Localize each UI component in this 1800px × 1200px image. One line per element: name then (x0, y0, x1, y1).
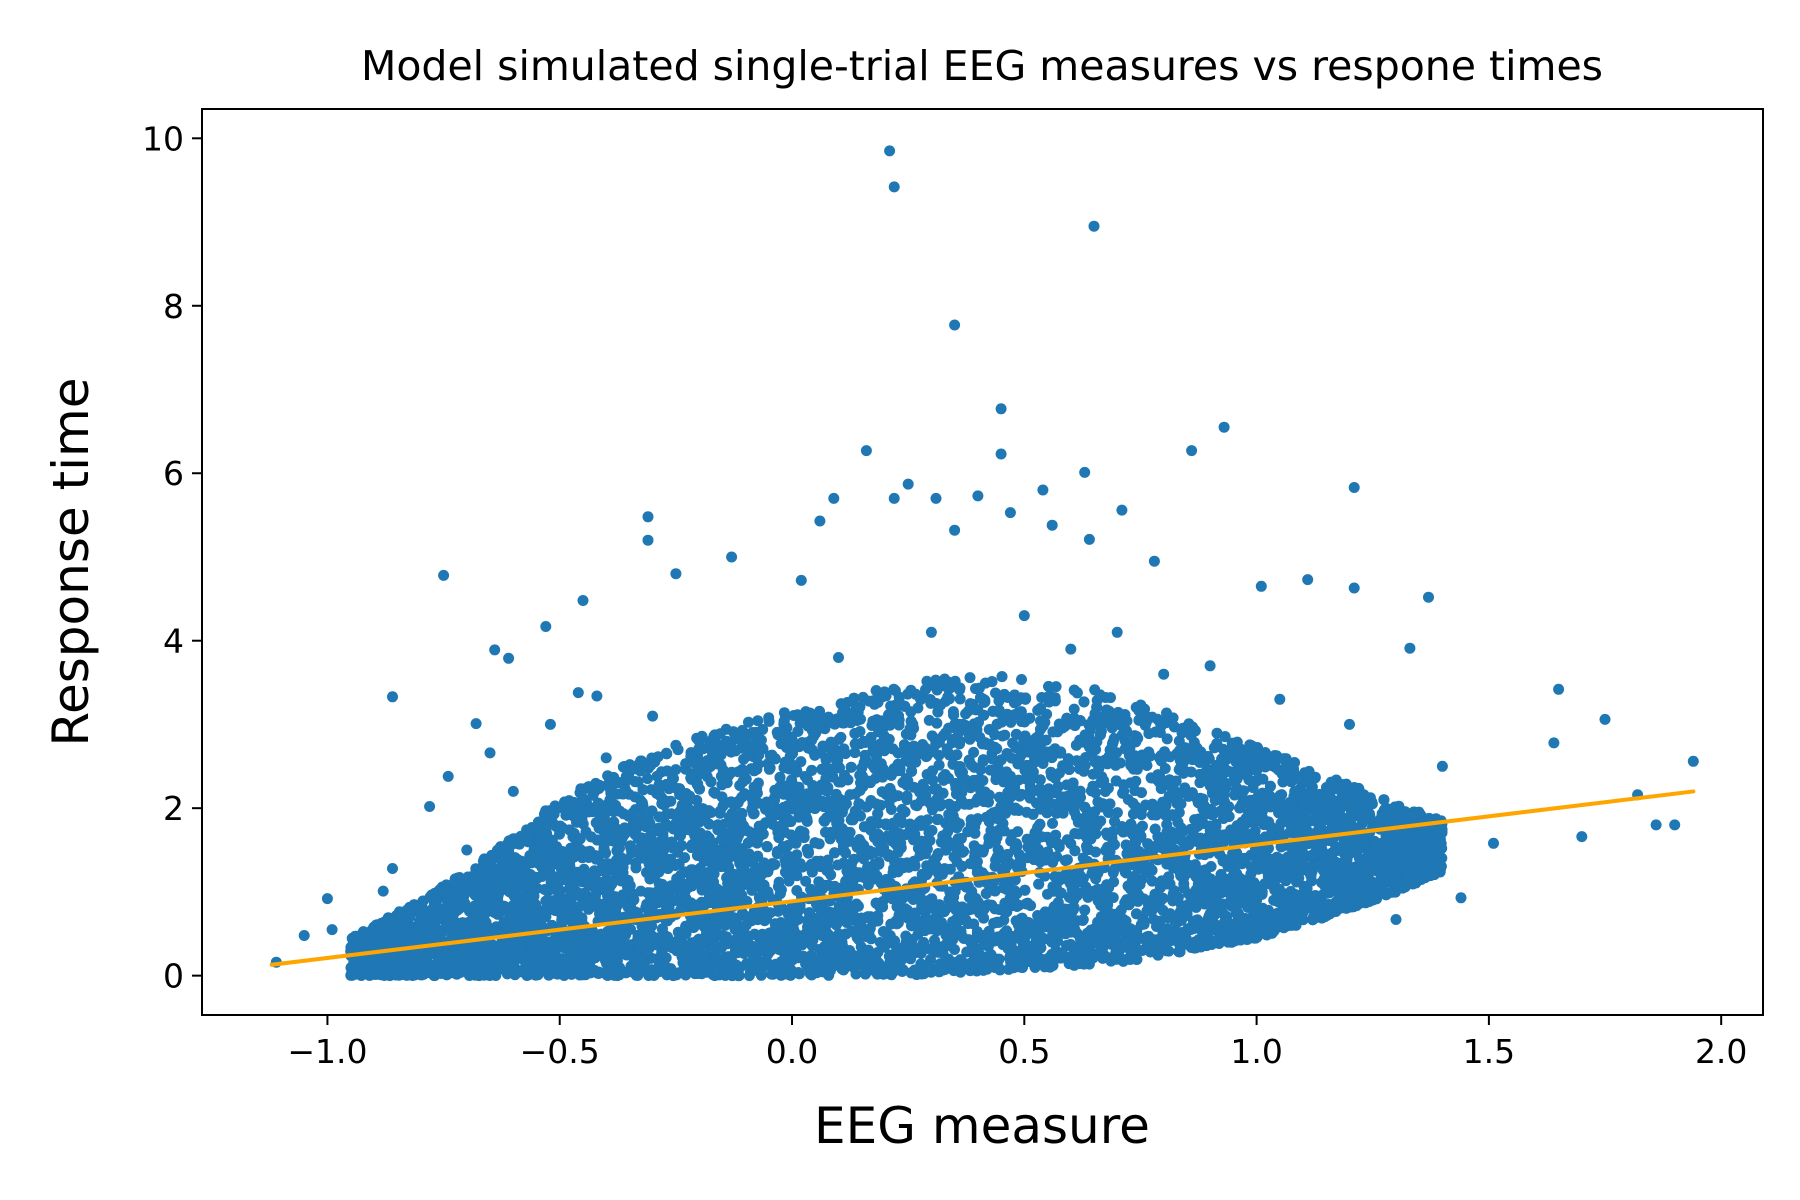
data-point (763, 712, 775, 724)
data-point (932, 813, 944, 825)
data-point (679, 852, 691, 864)
data-point (752, 715, 764, 727)
data-point (800, 875, 812, 887)
data-point (629, 791, 641, 803)
data-point (849, 747, 861, 759)
data-point (999, 729, 1011, 741)
chart-title: Model simulated single-trial EEG measure… (361, 42, 1603, 90)
data-point (835, 731, 847, 743)
data-point (1068, 703, 1080, 715)
data-point (964, 672, 976, 684)
data-point (1161, 733, 1173, 745)
data-point (1137, 820, 1148, 832)
data-point (969, 827, 981, 839)
data-point (961, 946, 973, 958)
data-point (954, 693, 966, 705)
data-point (850, 968, 862, 980)
data-point (923, 714, 935, 726)
data-point (1114, 757, 1126, 769)
data-point (1111, 807, 1123, 819)
points-layer (270, 145, 1699, 982)
plot-area (269, 145, 1699, 982)
data-point (1163, 945, 1175, 957)
data-point (901, 790, 913, 802)
data-point (1016, 674, 1027, 685)
data-point (1061, 834, 1073, 846)
